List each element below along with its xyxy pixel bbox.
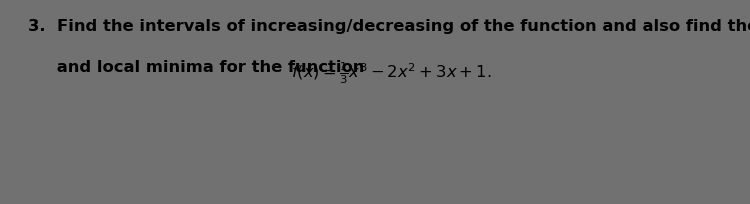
Text: $f(x) = \frac{1}{3}x^3 - 2x^2 + 3x + 1.$: $f(x) = \frac{1}{3}x^3 - 2x^2 + 3x + 1.$ xyxy=(291,60,492,85)
Text: and local minima for the function: and local minima for the function xyxy=(28,60,376,74)
Text: 3.  Find the intervals of increasing/decreasing of the function and also find th: 3. Find the intervals of increasing/decr… xyxy=(28,19,750,34)
